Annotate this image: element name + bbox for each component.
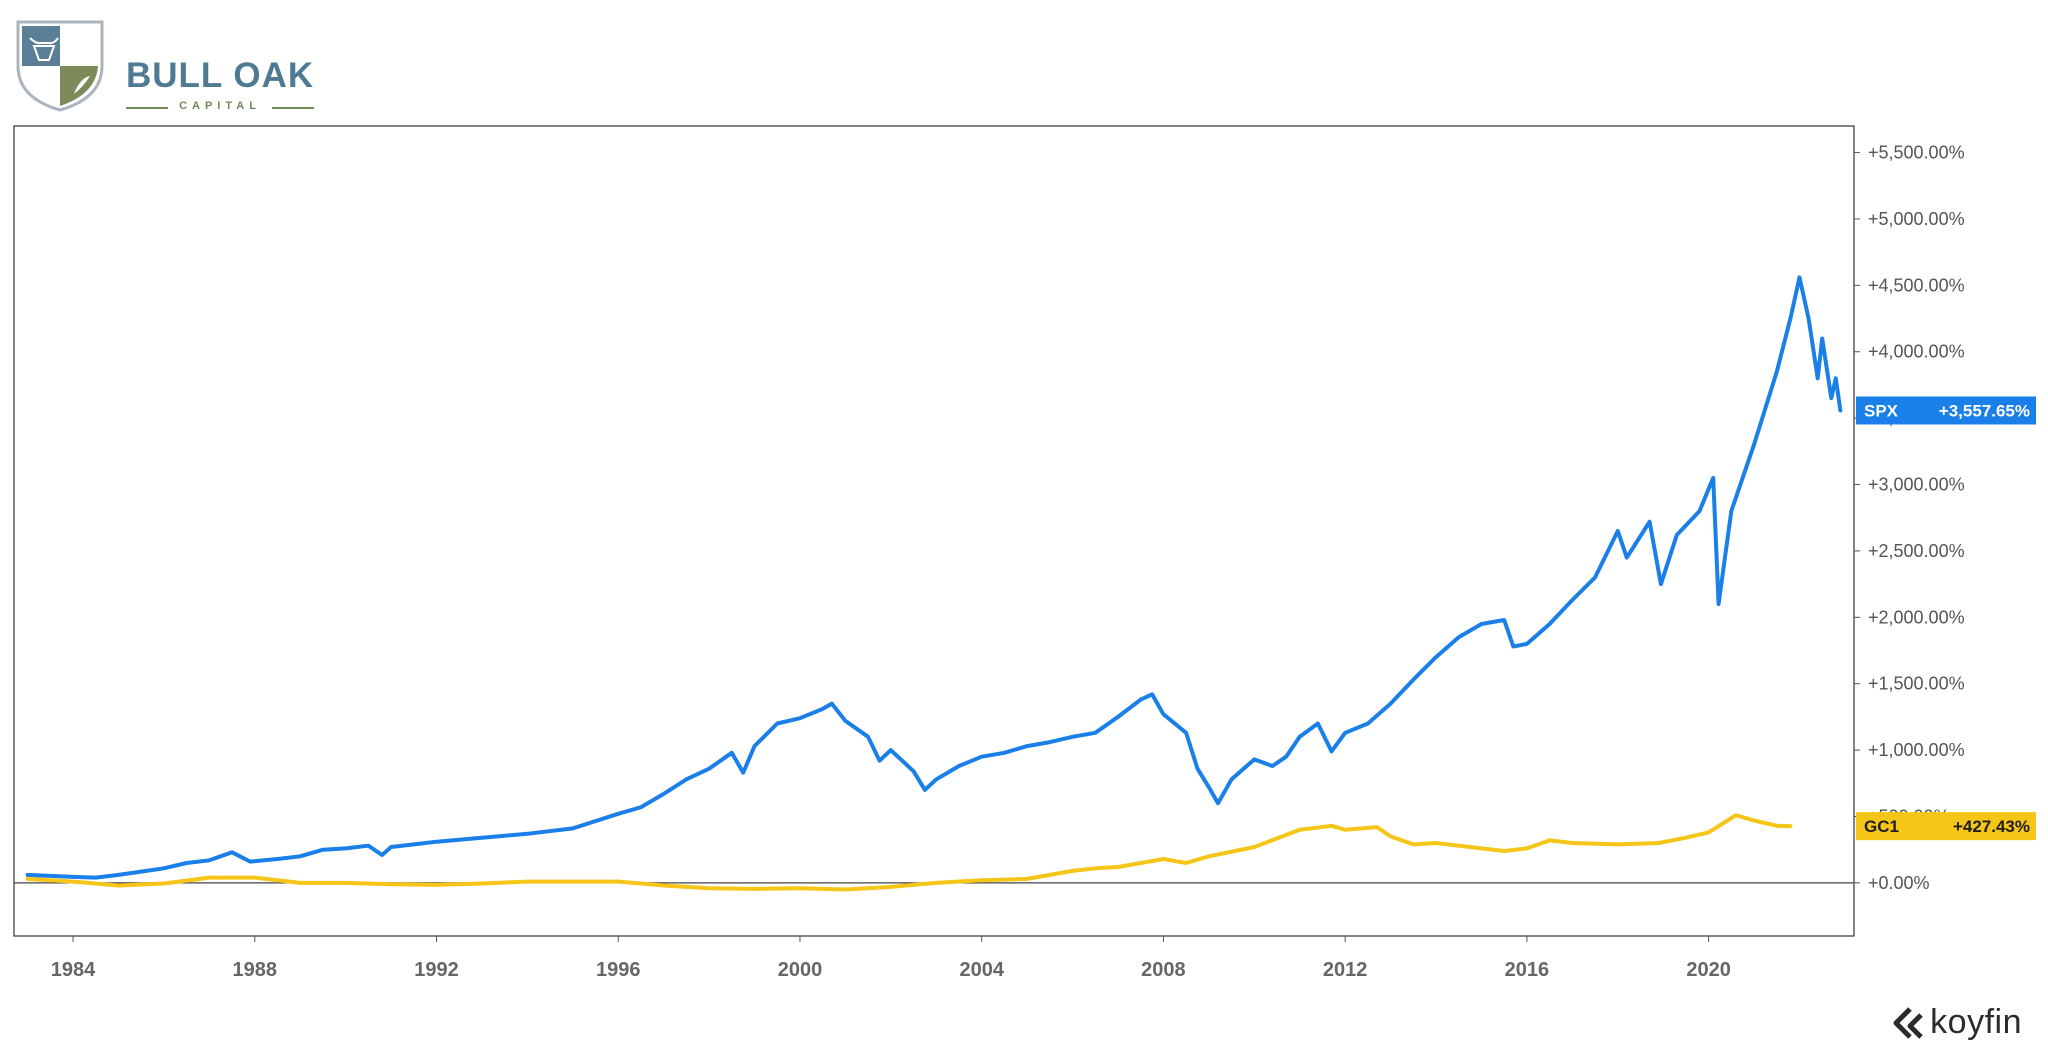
- badge-series-name: SPX: [1864, 401, 1899, 420]
- y-tick-label: +1,000.00%: [1868, 740, 1965, 760]
- x-tick-label: 1996: [596, 959, 641, 981]
- badge-gc1: GC1 +427.43%: [1856, 812, 2036, 841]
- plot-frame: [13, 125, 1855, 937]
- y-tick-label: +0.00%: [1868, 873, 1930, 893]
- badge-series-value: +3,557.65%: [1939, 401, 2030, 420]
- logo-subtitle: CAPITAL: [126, 100, 314, 112]
- series-badges: SPX +3,557.65% GC1 +427.43%: [1856, 396, 2036, 841]
- koyfin-text: koyfin: [1930, 1003, 2022, 1041]
- y-axis: +0.00%+500.00%+1,000.00%+1,500.00%+2,000…: [1854, 143, 1965, 893]
- shield-logo-icon: [16, 20, 104, 112]
- badge-series-name: GC1: [1864, 817, 1899, 836]
- y-tick-label: +1,500.00%: [1868, 674, 1965, 694]
- y-tick-label: +3,000.00%: [1868, 475, 1965, 495]
- y-tick-label: +2,000.00%: [1868, 607, 1965, 627]
- y-tick-label: +5,000.00%: [1868, 209, 1965, 229]
- x-tick-label: 1984: [51, 959, 96, 981]
- x-tick-label: 1988: [233, 959, 278, 981]
- logo-title: BULL OAK: [126, 56, 315, 95]
- y-tick-label: +2,500.00%: [1868, 541, 1965, 561]
- bull-oak-logo: BULL OAK CAPITAL: [14, 16, 314, 116]
- x-tick-label: 2004: [959, 959, 1004, 981]
- x-tick-label: 1992: [414, 959, 459, 981]
- badge-spx: SPX +3,557.65%: [1856, 396, 2036, 425]
- x-tick-label: 2016: [1505, 959, 1550, 981]
- y-tick-label: +4,500.00%: [1868, 275, 1965, 295]
- x-axis: 1984 1988 1992 1996 2000 2004 2008 2012 2016 2020: [51, 936, 1731, 981]
- y-tick-label: +4,000.00%: [1868, 342, 1965, 362]
- y-tick-label: +5,500.00%: [1868, 143, 1965, 163]
- series-line-gc1: [25, 813, 1793, 892]
- series-line-spx: [25, 275, 1843, 880]
- x-tick-label: 2012: [1323, 959, 1368, 981]
- koyfin-arrow-icon: [1893, 1006, 1923, 1039]
- koyfin-watermark: koyfin: [1890, 1003, 2022, 1042]
- badge-background: [1856, 812, 2036, 841]
- badge-background: [1856, 396, 2036, 425]
- x-tick-label: 2000: [778, 959, 823, 981]
- x-tick-label: 2008: [1141, 959, 1186, 981]
- series-layer: [25, 275, 1843, 892]
- x-tick-label: 2020: [1686, 959, 1731, 981]
- badge-series-value: +427.43%: [1953, 817, 2030, 836]
